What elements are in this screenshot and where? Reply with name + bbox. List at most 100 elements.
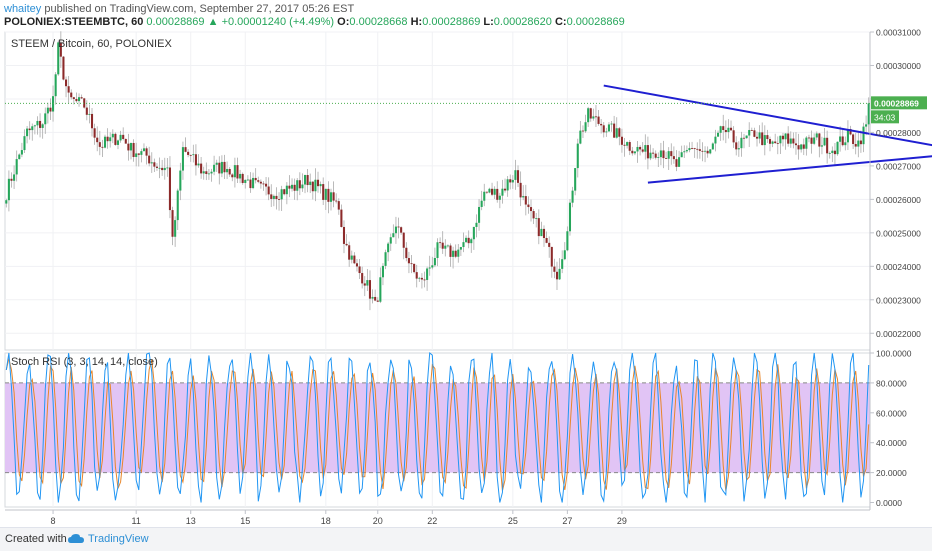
candle-body	[774, 141, 777, 144]
candle-body	[431, 265, 434, 268]
candle-body	[714, 136, 717, 144]
candle-body	[675, 159, 678, 167]
candle-body	[205, 171, 208, 175]
candle-body	[171, 210, 174, 237]
candle-body	[197, 163, 200, 166]
candle-body	[740, 137, 743, 149]
price-tick-label: 0.00026000	[876, 195, 921, 205]
countdown-tag	[871, 110, 899, 124]
candle-body	[371, 296, 374, 299]
candle-body	[184, 147, 187, 152]
candle-body	[161, 167, 164, 171]
candle-body	[709, 149, 712, 154]
price-tick-label: 0.00024000	[876, 262, 921, 272]
candle-body	[618, 128, 621, 137]
candle-body	[516, 170, 520, 183]
candle-body	[867, 103, 870, 125]
candle-body	[124, 138, 127, 144]
candle-body	[818, 133, 821, 147]
candle-body	[441, 242, 444, 249]
candle-body	[449, 245, 452, 257]
price-change: +0.00001240 (+4.49%)	[221, 16, 335, 28]
candle-body	[771, 141, 774, 144]
candle-body	[789, 138, 792, 144]
candle-body	[636, 146, 639, 152]
candle-body	[717, 132, 720, 137]
publish-line: whaitey published on TradingView.com, Se…	[4, 3, 354, 15]
candle-body	[545, 238, 548, 243]
candle-body	[57, 42, 60, 75]
candle-body	[270, 194, 273, 199]
candle-body	[807, 137, 810, 139]
candle-body	[179, 170, 182, 191]
time-tick-label: 13	[186, 516, 196, 526]
candle-body	[852, 134, 855, 145]
rsi-tick-label: 60.0000	[876, 408, 907, 418]
candle-body	[103, 136, 107, 148]
candle-body	[231, 174, 234, 178]
candle-body	[228, 168, 231, 175]
candle-body	[574, 168, 577, 191]
candle-body	[303, 175, 307, 185]
candle-body	[135, 153, 138, 157]
close-label: C:	[554, 16, 567, 28]
candle-body	[823, 137, 826, 146]
low-label: L:	[483, 16, 494, 28]
candle-body	[335, 200, 338, 202]
candle-body	[20, 150, 23, 155]
candle-body	[327, 188, 330, 202]
candle-body	[737, 148, 740, 150]
candle-body	[576, 143, 579, 169]
candle-body	[233, 165, 236, 178]
candle-body	[511, 179, 514, 183]
candle-body	[31, 126, 34, 131]
candle-body	[62, 56, 65, 80]
candle-body	[41, 124, 44, 128]
candle-body	[296, 180, 299, 191]
rsi-tick-label: 80.0000	[876, 378, 907, 388]
candle-body	[433, 257, 436, 266]
candle-body	[239, 173, 242, 179]
candle-body	[389, 237, 392, 244]
candle-body	[262, 183, 265, 185]
candle-body	[275, 195, 278, 200]
candle-body	[75, 99, 78, 102]
candle-body	[454, 250, 457, 257]
candle-body	[654, 153, 657, 158]
time-tick-label: 27	[562, 516, 572, 526]
candle-body	[394, 226, 397, 234]
chart-header: whaitey published on TradingView.com, Se…	[0, 0, 932, 30]
candle-body	[428, 267, 431, 269]
chart-canvas[interactable]: 0.000310000.000300000.000290000.00028000…	[0, 0, 932, 527]
candle-body	[241, 173, 244, 183]
price-tick-label: 0.00027000	[876, 161, 921, 171]
candle-body	[753, 130, 756, 137]
tradingview-logo[interactable]: TradingView	[68, 533, 149, 545]
candle-body	[581, 130, 585, 132]
candle-body	[342, 226, 346, 244]
candle-body	[350, 255, 353, 260]
candle-body	[706, 150, 709, 154]
candle-body	[322, 184, 325, 200]
candle-body	[457, 249, 460, 257]
candle-body	[594, 116, 597, 118]
candle-body	[571, 190, 574, 203]
author-link[interactable]: whaitey	[4, 3, 42, 15]
candle-body	[779, 135, 782, 144]
candle-body	[537, 218, 540, 237]
candle-body	[207, 173, 210, 175]
rsi-tick-label: 40.0000	[876, 438, 907, 448]
candle-body	[98, 142, 101, 147]
candle-body	[332, 192, 335, 201]
candle-body	[550, 246, 553, 267]
candle-body	[272, 195, 275, 199]
candle-body	[446, 245, 449, 247]
candle-body	[111, 133, 114, 138]
candle-body	[259, 181, 262, 184]
candle-body	[501, 188, 504, 196]
candle-body	[854, 144, 857, 147]
main-chart-title: STEEM / Bitcoin, 60, POLONIEX	[11, 38, 172, 50]
candle-body	[620, 136, 623, 145]
candle-body	[413, 263, 416, 273]
candle-body	[70, 92, 73, 98]
